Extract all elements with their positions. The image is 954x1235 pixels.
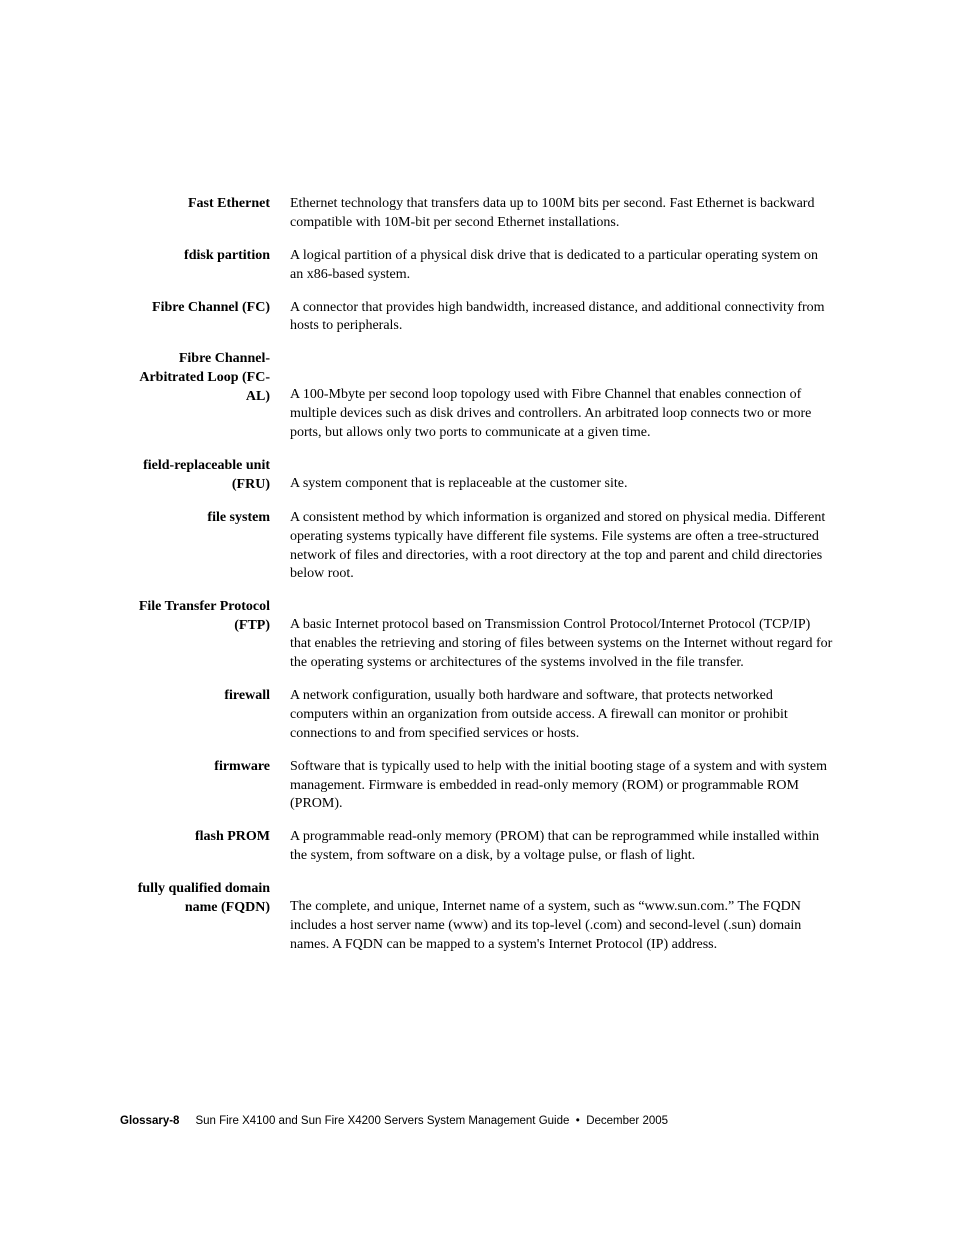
glossary-definition-text: A basic Internet protocol based on Trans… — [290, 617, 832, 670]
page-number: Glossary-8 — [120, 1115, 179, 1127]
glossary-term: File Transfer Protocol(FTP) — [120, 598, 290, 636]
glossary-definition: Ethernet technology that transfers data … — [290, 195, 834, 233]
glossary-term: firewall — [120, 687, 290, 706]
glossary-page: Fast Ethernet Ethernet technology that t… — [0, 0, 954, 955]
glossary-entry: file system A consistent method by which… — [120, 509, 834, 585]
glossary-term: Fast Ethernet — [120, 195, 290, 214]
glossary-definition: A logical partition of a physical disk d… — [290, 247, 834, 285]
glossary-entry: Fibre Channel (FC) A connector that prov… — [120, 299, 834, 337]
glossary-definition: A consistent method by which information… — [290, 509, 834, 585]
glossary-entry: fully qualified domainname (FQDN) The co… — [120, 880, 834, 955]
glossary-term: Fibre Channel (FC) — [120, 299, 290, 318]
glossary-term: file system — [120, 509, 290, 528]
glossary-definition: The complete, and unique, Internet name … — [290, 880, 834, 955]
glossary-entry: fdisk partition A logical partition of a… — [120, 247, 834, 285]
glossary-definition-text: A 100-Mbyte per second loop topology use… — [290, 387, 811, 440]
glossary-entry: Fibre Channel-Arbitrated Loop (FC-AL) A … — [120, 350, 834, 443]
glossary-definition: Software that is typically used to help … — [290, 758, 834, 815]
glossary-term: fdisk partition — [120, 247, 290, 266]
glossary-definition: A basic Internet protocol based on Trans… — [290, 598, 834, 673]
glossary-term: field-replaceable unit(FRU) — [120, 457, 290, 495]
glossary-definition-text: The complete, and unique, Internet name … — [290, 899, 801, 952]
glossary-entry: field-replaceable unit(FRU) A system com… — [120, 457, 834, 495]
glossary-definition: A system component that is replaceable a… — [290, 457, 834, 494]
glossary-entry: firewall A network configuration, usuall… — [120, 687, 834, 744]
glossary-term: fully qualified domainname (FQDN) — [120, 880, 290, 918]
glossary-definition: A network configuration, usually both ha… — [290, 687, 834, 744]
glossary-term: firmware — [120, 758, 290, 777]
glossary-definition-text: A system component that is replaceable a… — [290, 476, 627, 491]
doc-title: Sun Fire X4100 and Sun Fire X4200 Server… — [195, 1115, 668, 1127]
glossary-entry: flash PROM A programmable read-only memo… — [120, 828, 834, 866]
glossary-definition: A programmable read-only memory (PROM) t… — [290, 828, 834, 866]
glossary-definition: A connector that provides high bandwidth… — [290, 299, 834, 337]
glossary-definition: A 100-Mbyte per second loop topology use… — [290, 350, 834, 443]
glossary-entry: Fast Ethernet Ethernet technology that t… — [120, 195, 834, 233]
glossary-entry: File Transfer Protocol(FTP) A basic Inte… — [120, 598, 834, 673]
glossary-term: Fibre Channel-Arbitrated Loop (FC-AL) — [120, 350, 290, 407]
glossary-term: flash PROM — [120, 828, 290, 847]
page-footer: Glossary-8 Sun Fire X4100 and Sun Fire X… — [120, 1115, 668, 1127]
glossary-entry: firmware Software that is typically used… — [120, 758, 834, 815]
